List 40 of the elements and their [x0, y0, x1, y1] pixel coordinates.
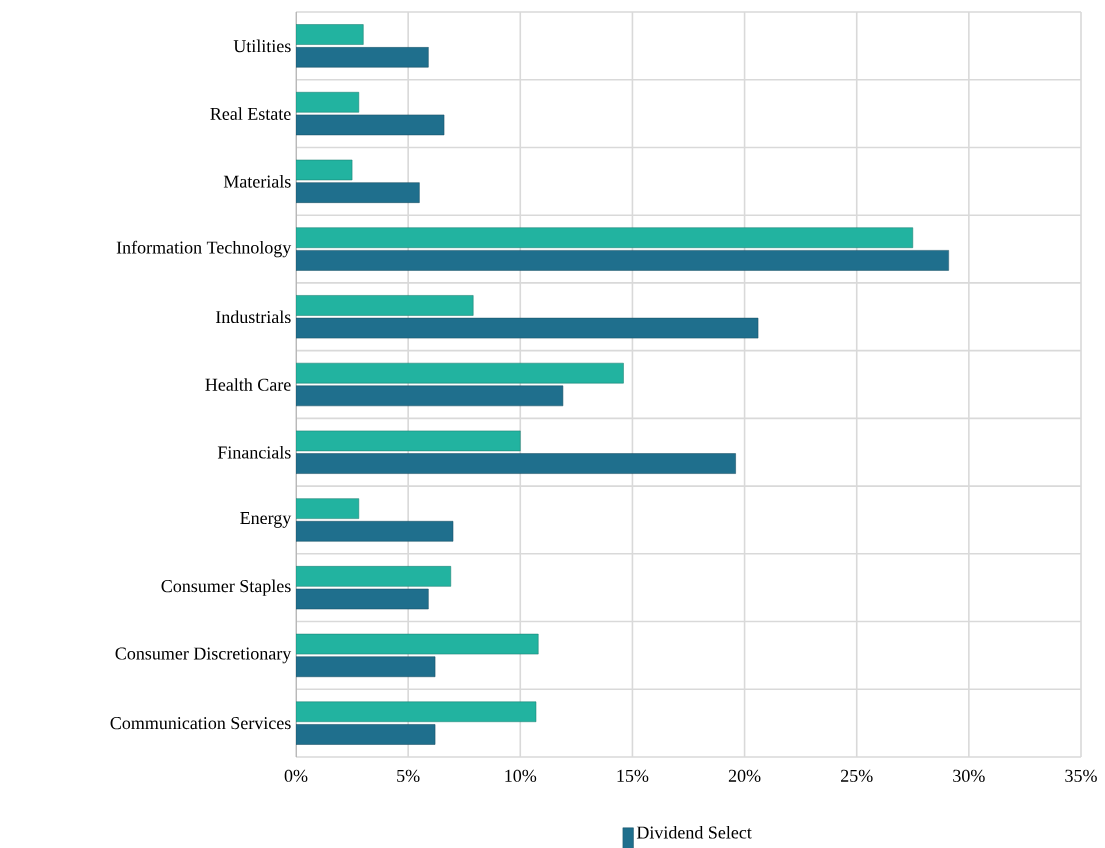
x-tick-label: 10% [505, 769, 537, 782]
bar [296, 362, 624, 384]
y-tick-label: Utilities [233, 39, 291, 53]
bar [296, 385, 564, 407]
bar [296, 46, 429, 68]
bar [296, 250, 949, 271]
y-tick-label: Health Care [205, 378, 291, 391]
bar [296, 227, 914, 248]
bar [296, 24, 364, 45]
y-tick-label: Financials [217, 445, 291, 459]
y-tick-label: Consumer Staples [161, 579, 291, 596]
x-tick-label: 35% [1065, 769, 1097, 782]
x-tick-label: 15% [617, 769, 649, 782]
y-tick-label: Information Technology [116, 240, 292, 258]
bar [296, 91, 360, 113]
y-tick-label: Real Estate [210, 107, 291, 120]
bar [296, 295, 474, 316]
text: Dividend Select [636, 825, 752, 839]
y-tick-label: Energy [240, 512, 292, 528]
y-tick-label: Consumer Discretionary [115, 647, 292, 664]
x-tick-label: 0% [284, 769, 308, 782]
x-tick-label: 25% [841, 769, 873, 782]
bar [296, 656, 436, 678]
bar [296, 430, 521, 452]
y-tick-label: Materials [223, 175, 291, 188]
y-tick-label: Communication Services [110, 717, 291, 730]
x-tick-label: 5% [397, 769, 420, 782]
x-tick-label: 30% [953, 769, 985, 782]
y-tick-label: Industrials [215, 310, 291, 324]
bar [296, 701, 537, 723]
bar [296, 498, 360, 519]
bar [296, 453, 736, 474]
bar [296, 317, 759, 339]
bar [296, 633, 539, 655]
bar [296, 521, 454, 542]
bar [296, 566, 452, 587]
bar [296, 724, 436, 745]
x-tick-label: 20% [728, 769, 761, 782]
bar [296, 159, 353, 181]
bar [296, 182, 420, 203]
